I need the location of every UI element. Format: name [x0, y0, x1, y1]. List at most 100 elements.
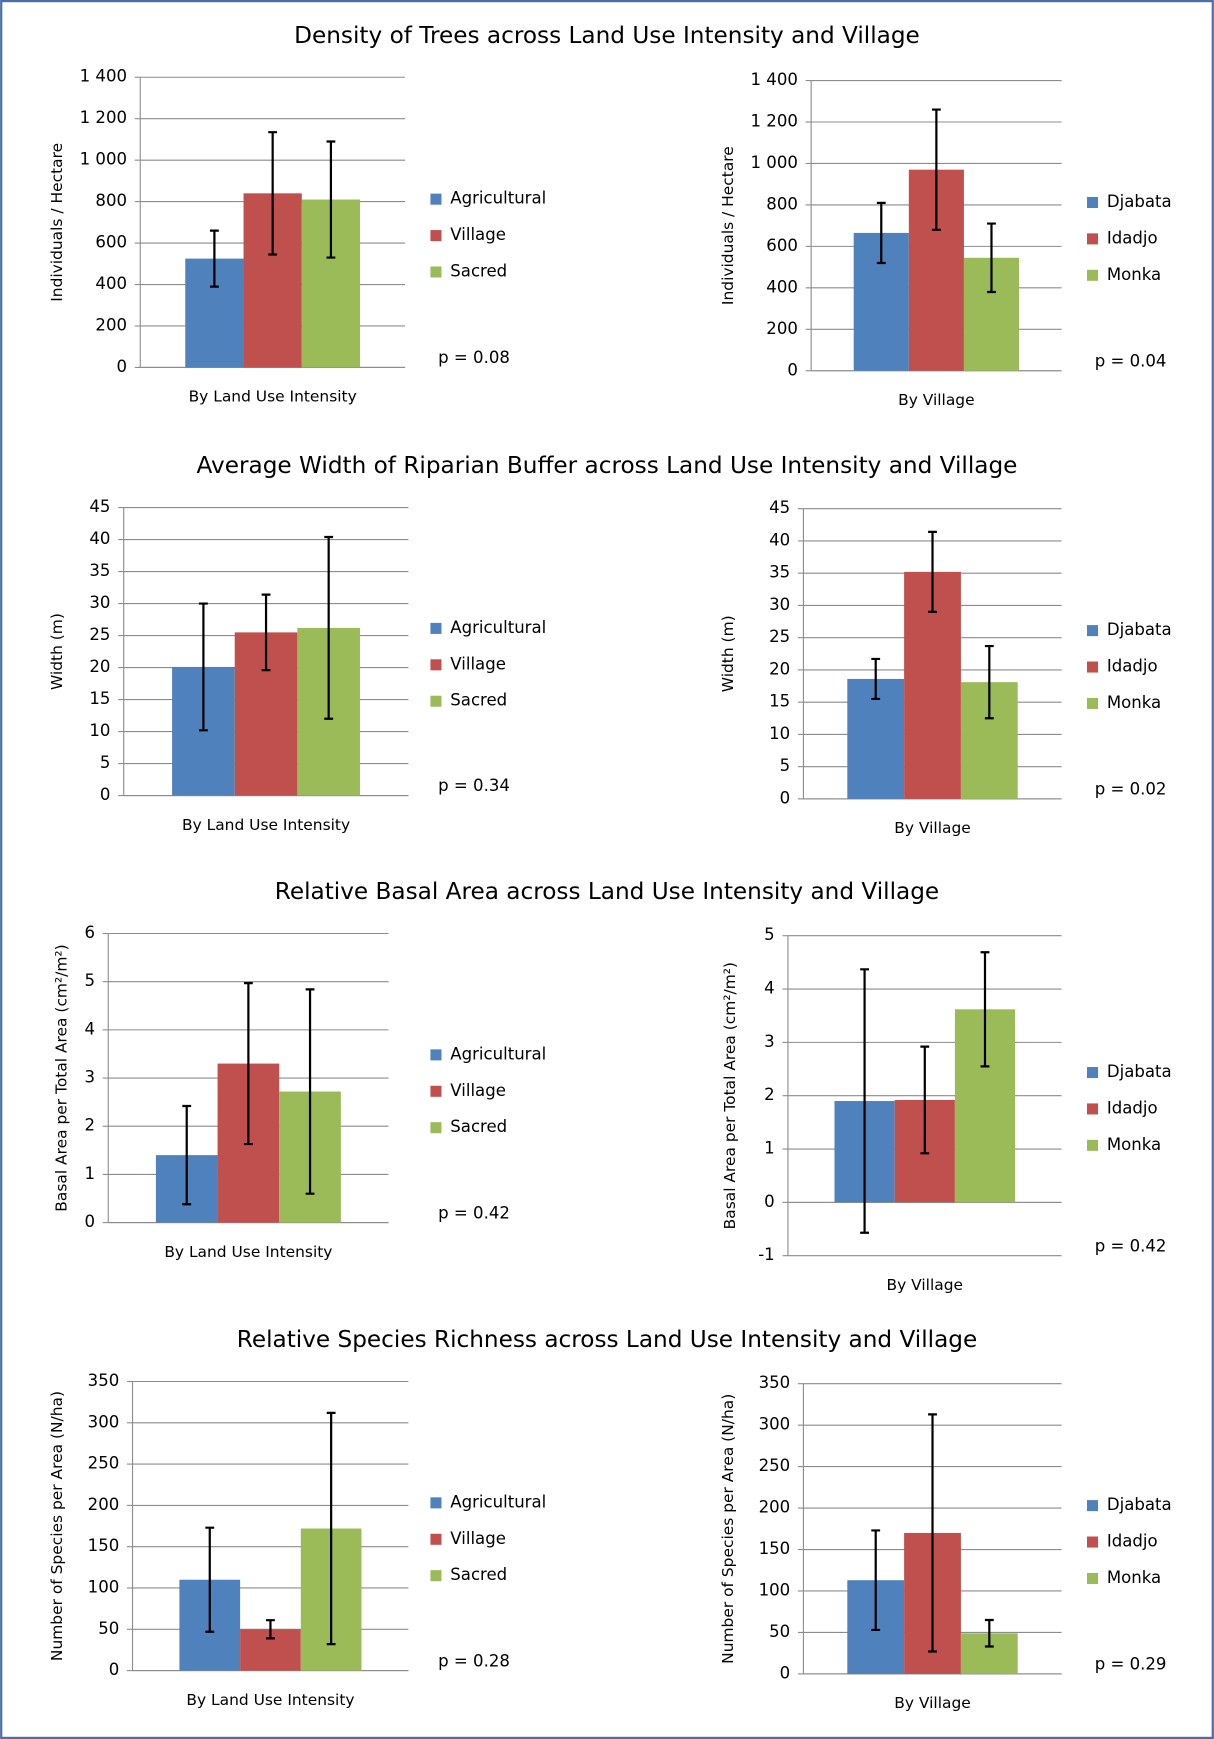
y-tick-label: 20: [769, 659, 790, 678]
p-value: p = 0.08: [438, 348, 510, 367]
y-tick-label: 4: [764, 979, 775, 998]
legend-label: Village: [450, 654, 506, 673]
legend-swatch: [1086, 196, 1099, 208]
legend-swatch: [430, 622, 442, 634]
x-tick-label: By Village: [894, 1694, 970, 1712]
y-tick-label: 5: [764, 925, 775, 944]
legend-swatch: [1086, 233, 1099, 245]
y-axis-title: Individuals / Hectare: [719, 146, 737, 305]
legend-label: Idadjo: [1107, 228, 1158, 247]
y-tick-label: 50: [769, 1622, 790, 1641]
y-tick-label: 6: [84, 923, 95, 942]
legend-swatch: [1086, 1067, 1099, 1079]
y-tick-label: 5: [100, 753, 111, 772]
y-tick-label: 0: [84, 1212, 95, 1231]
legend-label: Agricultural: [450, 1492, 546, 1511]
legend-swatch: [430, 193, 442, 205]
y-tick-label: 200: [88, 1495, 120, 1514]
legend-label: Djabata: [1107, 1062, 1172, 1081]
y-tick-label: 15: [769, 692, 790, 711]
legend-label: Monka: [1107, 265, 1161, 284]
error-bar: [243, 982, 253, 1146]
legend-swatch: [1086, 1536, 1099, 1548]
y-tick-label: 1 000: [751, 153, 798, 172]
y-tick-label: 5: [780, 756, 791, 775]
y-tick-label: 40: [769, 530, 790, 549]
error-bar: [305, 988, 315, 1195]
legend-swatch: [1086, 625, 1099, 637]
legend-label: Monka: [1107, 693, 1161, 712]
y-tick-label: 400: [766, 277, 798, 296]
y-tick-label: 40: [89, 529, 110, 548]
legend-swatch: [430, 1533, 442, 1545]
y-tick-label: 20: [89, 657, 110, 676]
y-tick-label: 1 000: [80, 150, 127, 169]
x-tick-label: By Land Use Intensity: [164, 1243, 332, 1261]
y-tick-label: 3: [84, 1068, 95, 1087]
legend-swatch: [1086, 1103, 1099, 1115]
legend-swatch: [430, 1122, 442, 1134]
y-tick-label: 1 200: [751, 112, 798, 131]
section-title: Density of Trees across Land Use Intensi…: [294, 22, 920, 49]
legend-label: Sacred: [450, 1117, 507, 1136]
y-tick-label: 1: [764, 1139, 775, 1158]
x-tick-label: By Village: [898, 391, 974, 409]
legend-label: Djabata: [1107, 1495, 1172, 1514]
legend-label: Agricultural: [450, 618, 546, 637]
y-tick-label: 45: [769, 498, 790, 517]
legend-swatch: [430, 266, 442, 278]
y-tick-label: 1: [84, 1164, 95, 1183]
legend-label: Djabata: [1107, 620, 1172, 639]
y-tick-label: 800: [766, 194, 798, 213]
y-tick-label: 600: [95, 233, 127, 252]
y-tick-label: 25: [89, 625, 110, 644]
error-bar: [931, 108, 941, 231]
p-value: p = 0.42: [1095, 1236, 1167, 1255]
legend-swatch: [1086, 1139, 1099, 1151]
y-tick-label: 35: [769, 563, 790, 582]
y-tick-label: 800: [95, 191, 127, 210]
y-axis-title: Width (m): [48, 613, 66, 690]
y-tick-label: 300: [88, 1412, 120, 1431]
x-tick-label: By Land Use Intensity: [189, 388, 357, 406]
section-title: Relative Species Richness across Land Us…: [237, 1326, 977, 1353]
error-bar: [268, 131, 278, 256]
p-value: p = 0.02: [1095, 780, 1167, 799]
legend-swatch: [430, 1049, 442, 1061]
p-value: p = 0.29: [1095, 1655, 1167, 1674]
error-bar: [205, 1526, 215, 1633]
y-tick-label: 300: [759, 1415, 791, 1434]
y-tick-label: 250: [88, 1454, 120, 1473]
legend-swatch: [430, 1497, 442, 1509]
y-tick-label: -1: [758, 1245, 775, 1264]
y-tick-label: 3: [764, 1032, 775, 1051]
error-bar: [980, 951, 990, 1068]
error-bar: [871, 1529, 881, 1632]
legend-label: Djabata: [1107, 192, 1172, 211]
legend-swatch: [1086, 1572, 1099, 1584]
x-tick-label: By Village: [894, 819, 970, 837]
p-value: p = 0.42: [438, 1203, 510, 1222]
legend-label: Village: [450, 1081, 506, 1100]
y-tick-label: 200: [759, 1498, 791, 1517]
y-axis-title: Number of Species per Area (N/ha): [719, 1394, 737, 1664]
y-tick-label: 15: [89, 689, 110, 708]
error-bar: [860, 968, 869, 1234]
legend-swatch: [1086, 1500, 1099, 1512]
legend-label: Idadjo: [1107, 1532, 1158, 1551]
section-title: Average Width of Riparian Buffer across …: [197, 452, 1018, 479]
y-tick-label: 30: [89, 593, 110, 612]
y-tick-label: 10: [769, 724, 790, 743]
y-axis-title: Width (m): [719, 615, 737, 692]
y-tick-label: 100: [759, 1580, 791, 1599]
y-tick-label: 25: [769, 627, 790, 646]
y-tick-label: 0: [780, 788, 791, 807]
y-tick-label: 100: [88, 1577, 120, 1596]
legend-label: Agricultural: [450, 1044, 546, 1063]
y-tick-label: 50: [98, 1619, 119, 1638]
legend-swatch: [430, 659, 442, 671]
error-bar: [266, 1619, 275, 1640]
error-bar: [198, 602, 208, 732]
y-tick-label: 600: [766, 236, 798, 255]
